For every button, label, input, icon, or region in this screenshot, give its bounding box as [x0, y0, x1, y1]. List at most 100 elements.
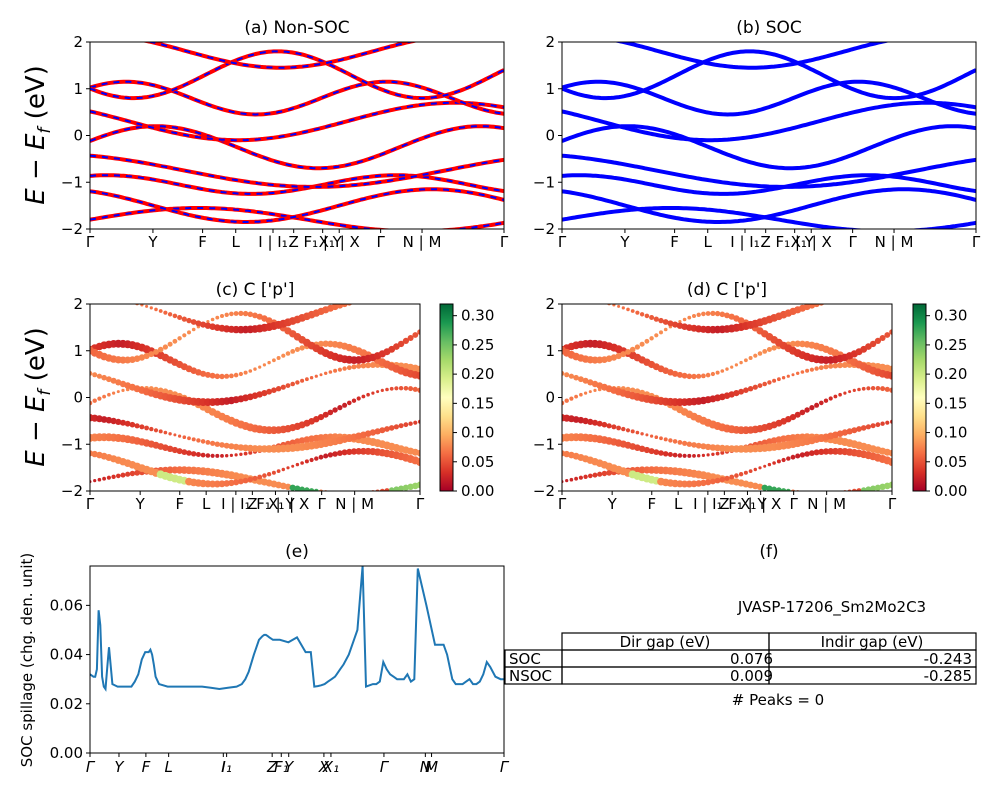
band-point: [748, 356, 753, 360]
band-point: [153, 386, 159, 392]
band-point: [412, 386, 418, 392]
band-point: [634, 388, 641, 395]
band-point: [598, 299, 602, 303]
y-axis-label-sub: f: [35, 125, 55, 134]
band-point: [305, 377, 309, 382]
band-point: [90, 400, 93, 406]
band-point: [162, 344, 168, 350]
band-line-soc-overlay: [90, 188, 504, 223]
x-tick-label: F₁: [274, 758, 289, 776]
band-point: [616, 425, 621, 431]
x-tick-label: X₁: [322, 758, 339, 776]
panel-a-plot: −2 −1 0 1 2 Γ Y F L I | I₁ Z F₁ | YX₁ | X Γ N | M Γ: [61, 33, 509, 251]
band-line-soc-overlay: [90, 101, 504, 142]
band-point: [682, 453, 687, 458]
band-point: [355, 448, 363, 455]
band-point: [804, 407, 810, 413]
band-point: [200, 439, 206, 444]
band-point: [384, 488, 390, 491]
band-point: [857, 387, 861, 392]
x-tick-label: Γ: [500, 758, 510, 776]
band-point: [819, 400, 824, 406]
band-point: [672, 370, 679, 377]
band-point: [574, 394, 578, 399]
band-point: [710, 371, 716, 377]
band-point: [90, 371, 93, 376]
panel-c-colorbar-ticks: 0.00 0.05 0.10 0.15 0.20 0.25 0.30: [453, 307, 494, 500]
band-point: [654, 333, 659, 338]
band-point: [168, 432, 172, 436]
band-point: [706, 453, 710, 457]
band-point: [413, 420, 418, 425]
band-point: [294, 347, 300, 352]
band-point: [568, 373, 575, 379]
band-point: [822, 448, 830, 455]
x-tick-label: Γ: [789, 495, 798, 513]
band-point: [225, 454, 229, 458]
y-tick-label: 1: [545, 342, 555, 360]
band-point: [356, 298, 362, 304]
band-point: [686, 441, 692, 447]
band-point: [578, 475, 584, 480]
x-tick-label: Γ: [86, 233, 95, 251]
y-axis-label-sub: f: [35, 387, 55, 396]
band-point: [767, 380, 772, 385]
band-point: [837, 362, 843, 369]
band-point: [376, 390, 380, 394]
x-tick-label: X₁ | X: [791, 233, 832, 251]
band-point: [814, 366, 819, 371]
band-point: [842, 296, 847, 301]
band-point: [333, 368, 338, 373]
band-point: [766, 485, 773, 491]
band-point: [686, 373, 693, 380]
y-tick-label: 0: [545, 127, 555, 145]
band-point: [280, 384, 286, 390]
x-tick-label: N | M: [875, 233, 914, 251]
band-point: [865, 343, 872, 350]
y-tick-label: 0.02: [50, 695, 83, 713]
x-tick-label: F₁ | Y: [256, 495, 295, 513]
band-point: [584, 391, 588, 395]
band-point: [700, 479, 707, 487]
y-tick-label: −1: [61, 173, 83, 191]
y-tick-label: 0.06: [50, 596, 83, 614]
band-point: [606, 469, 612, 476]
band-point: [597, 471, 603, 477]
band-point: [663, 437, 668, 442]
band-point: [588, 473, 593, 479]
band-point: [417, 387, 420, 393]
band-point: [219, 373, 225, 380]
x-tick-label: Γ: [380, 758, 390, 776]
band-point: [229, 453, 233, 457]
band-point: [414, 298, 418, 302]
band-point: [814, 402, 820, 408]
band-point: [809, 367, 815, 372]
band-point: [181, 316, 187, 322]
band-point: [291, 464, 295, 468]
band-point: [870, 485, 877, 491]
panel-e-frame: [89, 565, 505, 754]
band-point: [635, 430, 640, 435]
band-point: [393, 424, 399, 430]
band-point: [101, 374, 107, 381]
material-id: JVASP-17206_Sm2Mo2C3: [737, 598, 926, 617]
colorbar-tick-label: 0.20: [934, 365, 967, 383]
band-point: [323, 453, 329, 459]
band-point: [190, 319, 197, 325]
band-point: [860, 425, 867, 431]
band-point: [692, 314, 696, 318]
band-point: [828, 298, 834, 304]
band-point: [110, 377, 117, 384]
cell-nsoc-indir: -0.285: [924, 667, 972, 685]
band-point: [417, 329, 420, 335]
band-point: [785, 488, 791, 491]
band-point: [204, 371, 211, 378]
x-tick-label: X₁ | X: [319, 233, 360, 251]
band-point: [145, 304, 149, 308]
x-tick-label: L: [704, 233, 713, 251]
band-point: [290, 349, 296, 354]
band-point: [342, 366, 347, 371]
band-point: [327, 452, 333, 458]
